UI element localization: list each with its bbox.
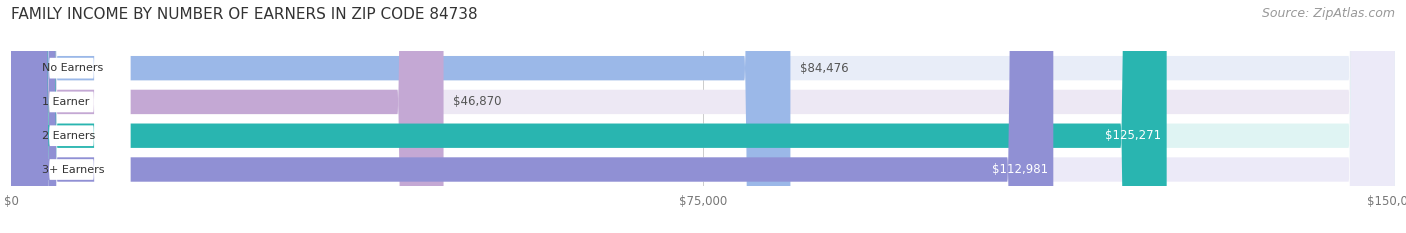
FancyBboxPatch shape — [11, 0, 790, 233]
FancyBboxPatch shape — [0, 0, 49, 233]
FancyBboxPatch shape — [13, 0, 131, 233]
FancyBboxPatch shape — [0, 0, 49, 233]
Text: FAMILY INCOME BY NUMBER OF EARNERS IN ZIP CODE 84738: FAMILY INCOME BY NUMBER OF EARNERS IN ZI… — [11, 7, 478, 22]
Text: 3+ Earners: 3+ Earners — [42, 164, 104, 175]
FancyBboxPatch shape — [13, 0, 131, 233]
FancyBboxPatch shape — [0, 0, 49, 233]
Text: 1 Earner: 1 Earner — [42, 97, 89, 107]
FancyBboxPatch shape — [13, 0, 131, 233]
Text: No Earners: No Earners — [42, 63, 103, 73]
Text: 2 Earners: 2 Earners — [42, 131, 96, 141]
Text: $125,271: $125,271 — [1105, 129, 1161, 142]
FancyBboxPatch shape — [11, 0, 1395, 233]
FancyBboxPatch shape — [11, 0, 1167, 233]
FancyBboxPatch shape — [11, 0, 443, 233]
FancyBboxPatch shape — [11, 0, 1395, 233]
Text: Source: ZipAtlas.com: Source: ZipAtlas.com — [1261, 7, 1395, 20]
FancyBboxPatch shape — [11, 0, 1395, 233]
FancyBboxPatch shape — [11, 0, 1053, 233]
Text: $46,870: $46,870 — [453, 96, 502, 108]
FancyBboxPatch shape — [11, 0, 1395, 233]
FancyBboxPatch shape — [0, 0, 49, 233]
FancyBboxPatch shape — [13, 0, 131, 233]
Text: $112,981: $112,981 — [991, 163, 1047, 176]
Text: $84,476: $84,476 — [800, 62, 849, 75]
